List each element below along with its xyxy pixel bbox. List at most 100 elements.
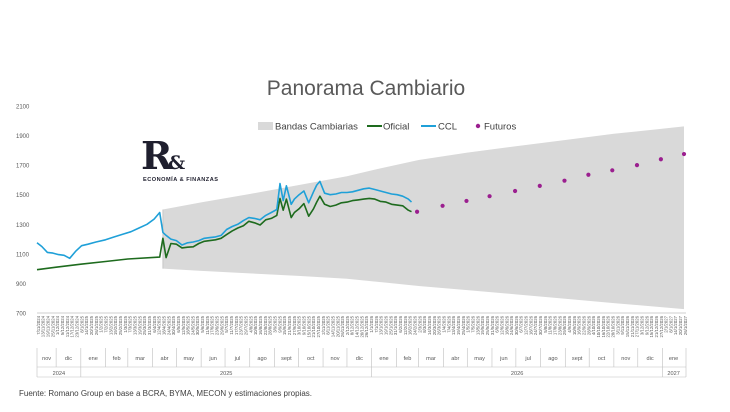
series-ccl-line <box>36 180 413 260</box>
y-tick-label: 1500 <box>16 193 30 199</box>
x-tick-label: 11/7/2025 <box>229 315 234 334</box>
x-tick-label: 5/12/2024 <box>60 315 65 335</box>
x-tick-label: 21/10/2025 <box>311 315 316 337</box>
x-tick-label: 26/12/2025 <box>364 315 369 337</box>
x-tick-label: 1/12/2024 <box>55 315 60 335</box>
x-tick-label: 10/10/2026 <box>596 315 601 337</box>
x-tick-label: 7/5/2026 <box>470 315 475 332</box>
x-tick-label: 23/6/2025 <box>215 315 220 335</box>
x-tick-label: 3/11/2026 <box>615 315 620 334</box>
x-tick-label: 27/11/2026 <box>635 315 640 337</box>
x-tick-label: 24/4/2025 <box>166 315 171 335</box>
legend-label: CCL <box>438 122 457 133</box>
legend: Bandas Cambiarias Oficial CCL Futuros <box>258 122 516 133</box>
month-label: may <box>184 356 195 362</box>
x-tick-label: 15/11/2026 <box>625 315 630 337</box>
x-tick-label: 20/11/2025 <box>335 315 340 337</box>
x-tick-label: 16/9/2026 <box>577 315 582 335</box>
y-tick-label: 700 <box>16 312 27 318</box>
lines-layer <box>36 180 413 271</box>
x-tick-label: 12/6/2026 <box>499 315 504 335</box>
logo-subtitle: ECONOMÍA & FINANZAS <box>143 175 218 183</box>
x-tick-label: 7/1/2026 <box>374 315 379 332</box>
y-tick-label: 900 <box>16 282 27 288</box>
x-tick-label: 20/3/2026 <box>432 315 437 335</box>
x-tick-label: 9/9/2025 <box>277 315 282 332</box>
x-tick-label: 25/5/2026 <box>485 315 490 335</box>
x-tick-label: 3/12/2026 <box>639 315 644 335</box>
x-tick-label: 31/3/2025 <box>147 315 152 335</box>
month-label: jun <box>499 356 507 362</box>
x-tick-label: 11/8/2026 <box>548 315 553 334</box>
x-tick-label: 30/7/2026 <box>538 315 543 335</box>
x-tick-label: 21/11/2026 <box>630 315 635 337</box>
month-label: ago <box>257 356 266 362</box>
month-label: may <box>474 356 485 362</box>
x-tick-label: 22/8/2025 <box>263 315 268 335</box>
x-tick-label: 29/8/2026 <box>562 315 567 335</box>
x-tick-label: 17/8/2026 <box>553 315 558 335</box>
x-tick-label: 18/6/2026 <box>504 315 509 335</box>
futuros-point <box>512 188 518 194</box>
x-tick-label: 17/7/2025 <box>234 315 239 335</box>
x-tick-label: 6/7/2026 <box>519 315 524 332</box>
month-label: oct <box>598 356 606 362</box>
legend-label: Futuros <box>484 122 516 133</box>
x-tick-label: 24/2/2026 <box>413 315 418 335</box>
futuros-point <box>586 172 591 177</box>
month-label: nov <box>42 356 51 362</box>
x-tick-label: 26/3/2026 <box>437 315 442 335</box>
x-tick-label: 8/12/2025 <box>350 315 355 335</box>
x-tick-label: 15/10/2025 <box>306 315 311 337</box>
month-label: ago <box>548 356 557 362</box>
futuros-point <box>562 178 567 183</box>
x-tick-label: 6/2/2026 <box>398 315 403 332</box>
x-tick-label: 4/9/2026 <box>567 315 572 332</box>
x-tick-label: 18/7/2026 <box>528 315 533 335</box>
x-tick-label: 5/8/2026 <box>543 315 548 332</box>
month-label: sept <box>572 356 583 362</box>
x-tick-label: 19/5/2026 <box>480 315 485 335</box>
x-tick-label: 13/11/2024 <box>41 315 46 337</box>
y-tick-label: 1300 <box>16 223 30 229</box>
x-tick-label: 12/4/2025 <box>157 315 162 335</box>
month-labels: nov dic ene feb mar abr may jun jul ago sept oct nov… <box>36 348 687 377</box>
x-tick-label: 12/2/2026 <box>403 315 408 335</box>
x-tick-label: 6/6/2026 <box>495 315 500 332</box>
x-tick-label: 28/9/2026 <box>586 315 591 335</box>
x-tick-label: 8/3/2026 <box>422 315 427 332</box>
legend-label: Oficial <box>383 122 409 133</box>
legend-swatch-futuros <box>475 123 481 129</box>
x-tick-label: 25/1/2026 <box>388 315 393 335</box>
x-tick-label: 8/1/2027 <box>668 315 673 332</box>
x-tick-label: 22/10/2026 <box>606 315 611 337</box>
x-tick-label: 21/9/2025 <box>287 315 292 335</box>
x-tick-label: 19/3/2025 <box>137 315 142 335</box>
month-label: jun <box>208 356 216 362</box>
source-footnote: Fuente: Romano Group en base a BCRA, BYM… <box>19 389 313 398</box>
month-label: ene <box>379 356 388 362</box>
x-tick-label: 4/8/2025 <box>248 315 253 332</box>
month-label: abr <box>451 356 459 362</box>
futuros-point <box>537 183 542 188</box>
x-tick-label: 28/8/2025 <box>268 315 273 335</box>
month-label: jul <box>234 356 241 362</box>
month-label: mar <box>426 356 436 362</box>
x-tick-label: 2/1/2027 <box>664 315 669 332</box>
x-tick-label: 20/1/2025 <box>89 315 94 335</box>
futuros-point <box>440 203 445 208</box>
x-tick-label: 16/10/2026 <box>601 315 606 337</box>
x-tick-label: 26/1/2027 <box>683 315 688 335</box>
x-tick-label: 1/4/2026 <box>441 315 446 332</box>
markers-layer <box>414 151 687 214</box>
month-label: oct <box>307 356 315 362</box>
x-tick-label: 13/1/2026 <box>379 315 384 335</box>
month-label: nov <box>621 356 630 362</box>
x-tick-label: 7/4/2026 <box>446 315 451 332</box>
axes-layer: 700 900 1100 1300 1500 1700 1900 2100 <box>16 105 686 318</box>
x-tick-label: 9/10/2025 <box>301 315 306 335</box>
x-tick-label: 10/9/2026 <box>572 315 577 335</box>
x-tick-label: 13/3/2025 <box>132 315 137 335</box>
x-tick-label: 3/9/2025 <box>272 315 277 332</box>
x-tick-label: 2/12/2025 <box>345 315 350 335</box>
